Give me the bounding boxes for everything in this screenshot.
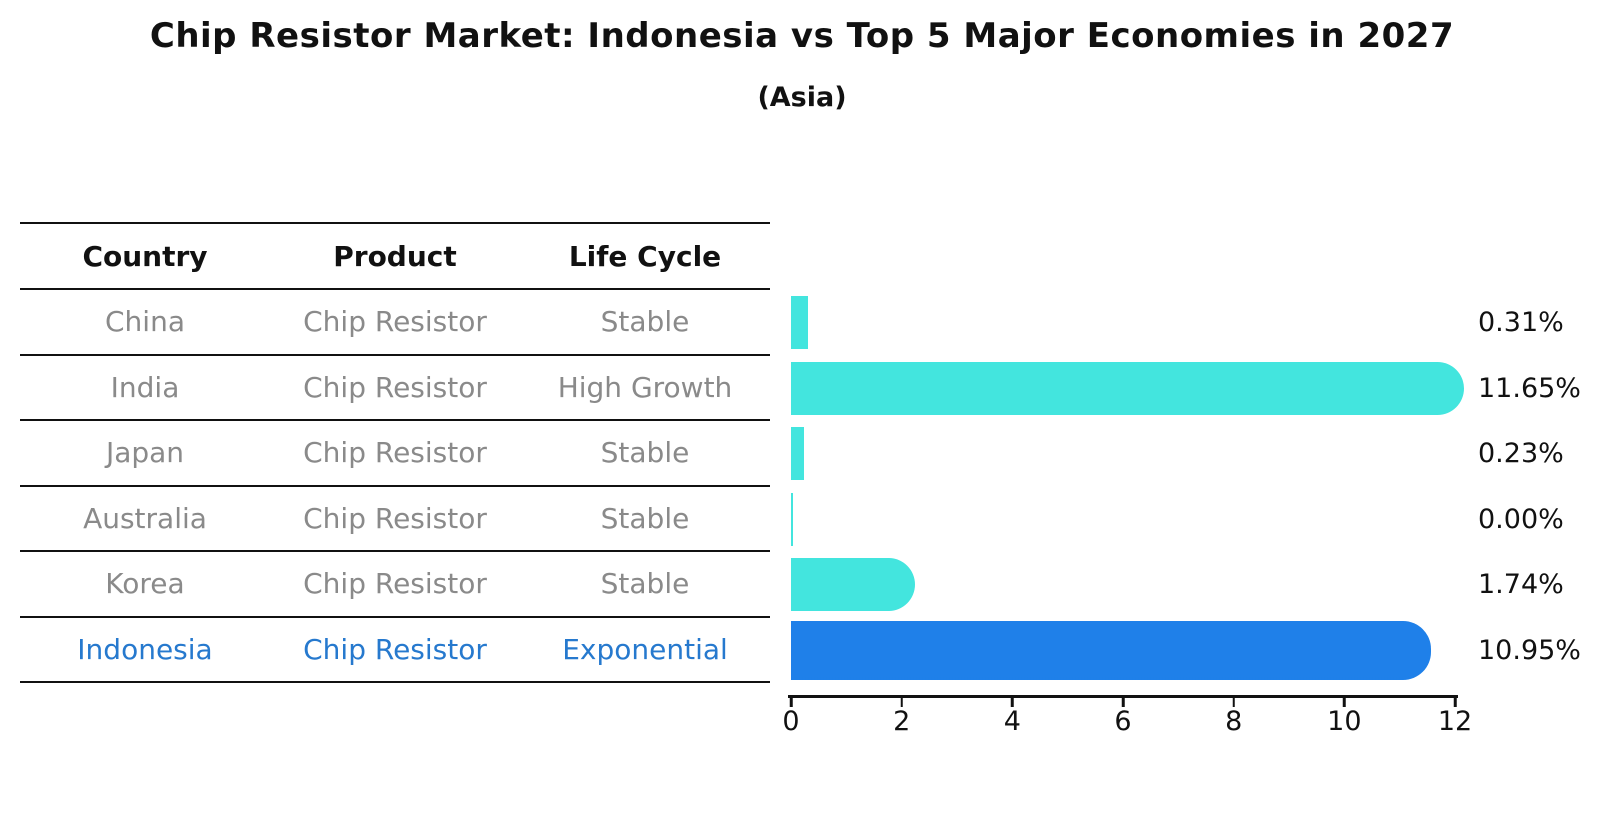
x-tick-label: 12 xyxy=(1437,706,1473,737)
x-axis-tick-labels: 0 2 4 6 8 10 12 xyxy=(782,706,1472,738)
cell-country: India xyxy=(110,370,180,404)
country-table: Country Product Life Cycle China Chip Re… xyxy=(20,222,770,683)
bar-band-india xyxy=(791,356,1464,422)
x-axis-line xyxy=(788,695,1458,698)
table-row-india: India Chip Resistor High Growth xyxy=(20,356,770,421)
column-header-product: Product xyxy=(333,239,457,273)
cell-life-cycle: Exponential xyxy=(562,632,728,666)
column-header-country: Country xyxy=(82,239,208,273)
bar-korea xyxy=(791,558,916,611)
cell-country: China xyxy=(105,305,185,339)
cell-life-cycle: Stable xyxy=(600,567,690,601)
value-label-indonesia: 10.95% xyxy=(1478,634,1581,666)
x-tick-mark xyxy=(789,698,793,707)
bar-plot-area xyxy=(791,290,1464,684)
value-label-column: 0.31% 11.65% 0.23% 0.00% 1.74% 10.95% xyxy=(1478,290,1604,683)
bar-band-indonesia xyxy=(791,618,1455,684)
bar-australia xyxy=(791,492,793,546)
cell-life-cycle: Stable xyxy=(600,436,690,470)
x-tick-label: 6 xyxy=(1114,706,1132,737)
cell-life-cycle: Stable xyxy=(600,501,690,535)
table-row-japan: Japan Chip Resistor Stable xyxy=(20,421,770,487)
x-tick-mark xyxy=(1343,698,1346,707)
x-tick-mark xyxy=(1011,698,1014,707)
table-header-row: Country Product Life Cycle xyxy=(20,222,770,290)
bar-band-japan xyxy=(791,421,1455,487)
table-row-china: China Chip Resistor Stable xyxy=(20,290,770,356)
chart-title: Chip Resistor Market: Indonesia vs Top 5… xyxy=(149,16,1455,56)
value-label-india: 11.65% xyxy=(1478,372,1581,404)
table-row-korea: Korea Chip Resistor Stable xyxy=(20,552,770,618)
x-tick-mark xyxy=(1232,698,1235,707)
x-tick-mark xyxy=(900,698,903,707)
bar-japan xyxy=(791,427,804,480)
x-tick-mark xyxy=(1453,698,1457,707)
value-label-china: 0.31% xyxy=(1478,307,1564,339)
x-tick-label: 4 xyxy=(1003,706,1021,737)
x-tick-label: 8 xyxy=(1225,706,1243,737)
x-axis-ticks xyxy=(789,698,1457,707)
bar-band-korea xyxy=(791,552,1455,618)
cell-product: Chip Resistor xyxy=(303,632,487,666)
cell-product: Chip Resistor xyxy=(303,436,487,470)
bar-band-china xyxy=(791,290,1455,356)
cell-product: Chip Resistor xyxy=(303,370,487,404)
chart-subtitle: (Asia) xyxy=(757,82,847,113)
cell-product: Chip Resistor xyxy=(303,305,487,339)
table-row-indonesia: Indonesia Chip Resistor Exponential xyxy=(20,618,770,683)
table-row-australia: Australia Chip Resistor Stable xyxy=(20,487,770,552)
value-label-australia: 0.00% xyxy=(1478,503,1564,535)
value-label-japan: 0.23% xyxy=(1478,438,1564,470)
bar-india xyxy=(791,361,1464,415)
cell-country: Korea xyxy=(105,567,185,601)
x-tick-label: 10 xyxy=(1327,706,1362,737)
x-tick-label: 0 xyxy=(782,706,800,737)
bar-indonesia xyxy=(791,620,1431,680)
cell-life-cycle: High Growth xyxy=(557,370,733,404)
cell-country: Indonesia xyxy=(77,632,213,666)
cell-product: Chip Resistor xyxy=(303,501,487,535)
column-header-life-cycle: Life Cycle xyxy=(568,239,722,273)
bar-china xyxy=(791,296,809,349)
value-label-korea: 1.74% xyxy=(1478,569,1564,601)
x-tick-mark xyxy=(1121,698,1125,707)
cell-product: Chip Resistor xyxy=(303,567,487,601)
cell-country: Japan xyxy=(105,436,185,470)
cell-country: Australia xyxy=(83,501,207,535)
bar-band-australia xyxy=(791,487,1455,553)
cell-life-cycle: Stable xyxy=(600,305,690,339)
x-tick-label: 2 xyxy=(893,706,911,737)
